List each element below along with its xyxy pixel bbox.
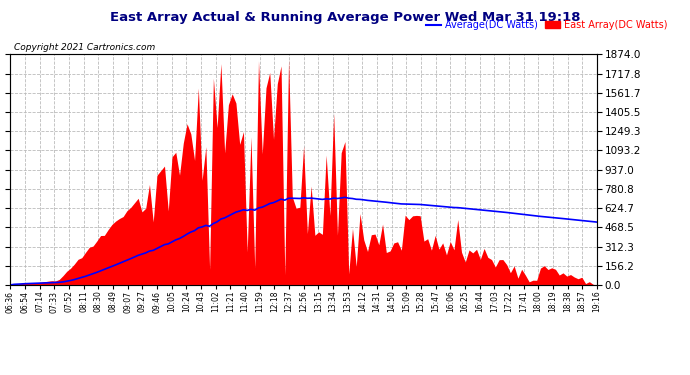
Text: Copyright 2021 Cartronics.com: Copyright 2021 Cartronics.com [14, 43, 155, 52]
Legend: Average(DC Watts), East Array(DC Watts): Average(DC Watts), East Array(DC Watts) [422, 16, 671, 34]
Text: East Array Actual & Running Average Power Wed Mar 31 19:18: East Array Actual & Running Average Powe… [110, 11, 580, 24]
